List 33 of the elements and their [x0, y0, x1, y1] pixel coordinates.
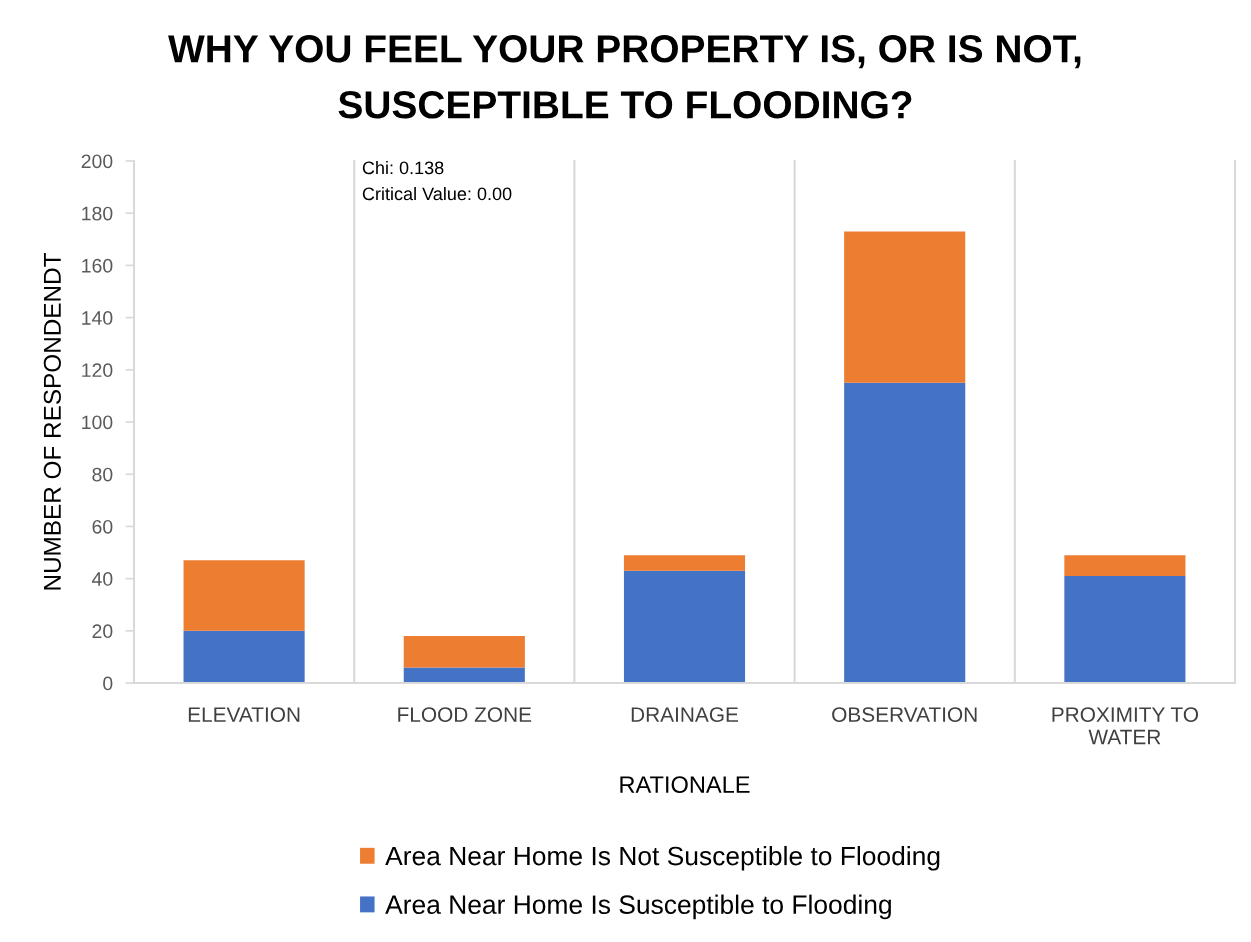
bar: [844, 231, 966, 383]
y-tick-label: 100: [82, 415, 113, 430]
bar: [183, 630, 305, 684]
x-axis-title: RATIONALE: [620, 776, 750, 793]
bar: [1064, 555, 1186, 577]
y-tick-label: 160: [82, 258, 113, 273]
x-tick-label: PROXIMITY TO WATER: [1052, 707, 1199, 745]
y-tick-label: 80: [92, 467, 113, 482]
x-tick-label: ELEVATION: [188, 707, 300, 722]
bar: [1064, 576, 1186, 684]
legend-label: Area Near Home Is Not Susceptible to Flooding: [385, 846, 940, 871]
y-tick-label: 140: [82, 311, 113, 325]
y-tick-label: 200: [81, 154, 113, 169]
bar: [183, 560, 305, 631]
x-tick-label: FLOOD ZONE: [398, 707, 532, 722]
legend-label: Area Near Home Is Susceptible to Flooding: [385, 894, 891, 920]
y-tick-label: 0: [103, 676, 113, 691]
y-tick-label: 20: [92, 624, 113, 639]
y-tick-label: 60: [92, 519, 113, 534]
bar: [623, 570, 746, 684]
y-tick-label: 120: [82, 363, 113, 378]
y-tick-label: 180: [82, 206, 113, 221]
x-tick-label: DRAINAGE: [631, 707, 739, 722]
bar: [403, 636, 525, 668]
chart-title: WHY YOU FEEL YOUR PROPERTY IS, OR IS NOT, SUSCEPTIBLE TO FLOODING?: [168, 35, 1081, 119]
x-tick-label: OBSERVATION: [832, 707, 977, 722]
annotation: Chi: 0.138: [362, 160, 444, 175]
annotation: Critical Value: 0.00: [362, 186, 512, 201]
y-tick-label: 40: [91, 572, 113, 586]
bar: [403, 667, 525, 684]
bar: [844, 382, 966, 684]
y-axis-title: NUMBER OF RESPONDENDT: [43, 253, 61, 590]
bar: [623, 555, 746, 571]
